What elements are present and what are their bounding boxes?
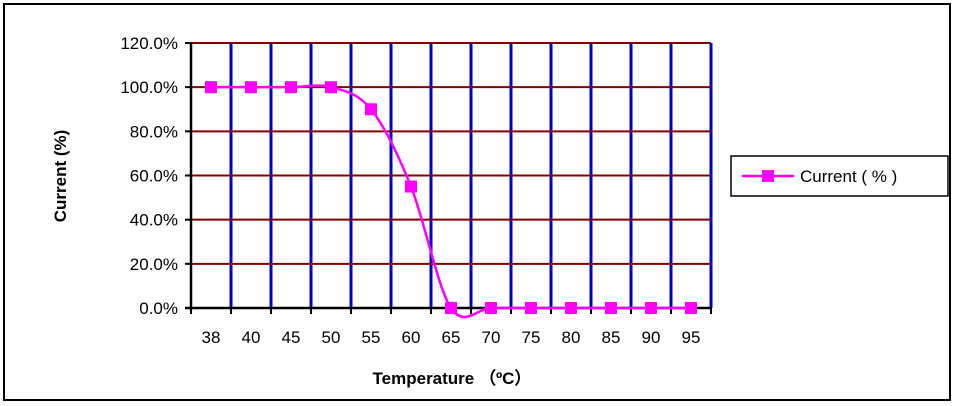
x-tick-label: 55 xyxy=(362,328,381,347)
x-tick-label: 95 xyxy=(682,328,701,347)
x-tick-label: 50 xyxy=(322,328,341,347)
data-point-marker xyxy=(245,81,257,94)
data-point-marker xyxy=(405,180,417,193)
horizontal-gridlines xyxy=(191,42,711,265)
x-axis-title: Temperature （ºC） xyxy=(373,368,532,388)
x-tick-label: 80 xyxy=(562,328,581,347)
data-point-marker xyxy=(205,81,217,94)
y-tick-label: 20.0% xyxy=(130,255,178,274)
y-tick-label: 40.0% xyxy=(130,211,178,230)
x-axis-tick-labels: 38 40 45 50 55 60 65 70 75 80 85 90 95 xyxy=(202,328,701,347)
axes xyxy=(185,42,712,314)
series-line xyxy=(210,84,691,319)
x-tick-label: 90 xyxy=(642,328,661,347)
data-point-marker xyxy=(565,302,577,314)
x-tick-label: 60 xyxy=(402,328,421,347)
x-tick-label: 70 xyxy=(482,328,501,347)
y-tick-label: 60.0% xyxy=(130,167,178,186)
data-point-marker xyxy=(445,302,457,314)
x-tick-label: 45 xyxy=(282,328,301,347)
x-tick-label: 75 xyxy=(522,328,541,347)
y-tick-label: 80.0% xyxy=(130,122,178,141)
x-tick-label: 65 xyxy=(442,328,461,347)
y-tick-label: 120.0% xyxy=(120,34,178,53)
data-point-marker xyxy=(485,302,497,314)
y-tick-label: 100.0% xyxy=(120,78,178,97)
data-point-marker xyxy=(525,302,537,314)
y-axis-title: Current (%) xyxy=(51,130,70,223)
x-tick-label: 85 xyxy=(602,328,621,347)
chart-frame xyxy=(3,3,951,401)
data-point-marker xyxy=(285,81,297,94)
data-point-marker xyxy=(325,81,337,94)
legend-label: Current ( % ) xyxy=(800,167,897,186)
data-point-marker xyxy=(605,302,617,314)
data-point-marker xyxy=(685,302,697,314)
data-point-marker xyxy=(365,103,377,116)
series-current xyxy=(205,81,697,319)
y-axis-tick-labels: 0.0% 20.0% 40.0% 60.0% 80.0% 100.0% 120.0% xyxy=(120,34,178,318)
legend-marker-swatch xyxy=(762,170,774,182)
x-tick-label: 40 xyxy=(242,328,261,347)
x-tick-label: 38 xyxy=(202,328,221,347)
legend: Current ( % ) xyxy=(730,155,949,197)
y-tick-label: 0.0% xyxy=(139,299,178,318)
data-point-marker xyxy=(645,302,657,314)
